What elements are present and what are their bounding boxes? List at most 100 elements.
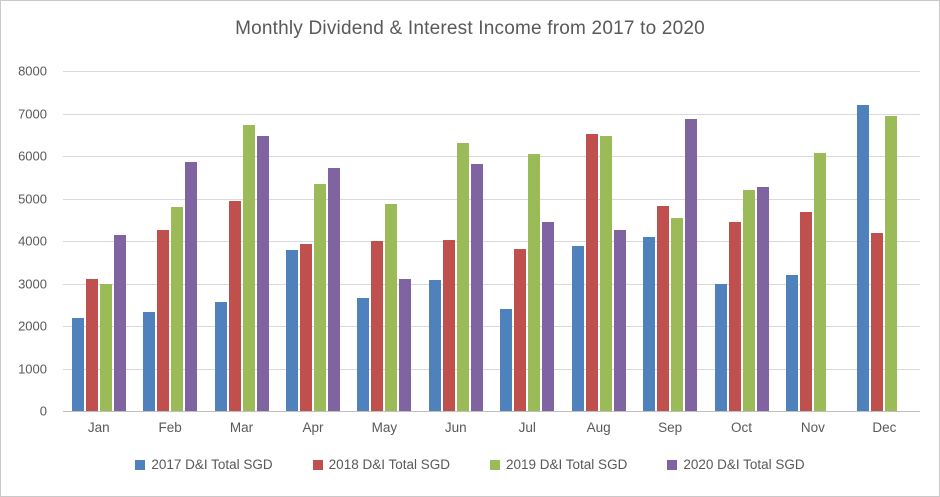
bar-2019-sep <box>671 218 684 411</box>
bar-2017-may <box>357 297 370 411</box>
legend-item-2018: 2018 D&I Total SGD <box>312 457 450 472</box>
bar-2017-feb <box>143 312 156 411</box>
bar-2018-jan <box>85 279 98 411</box>
bar-2019-apr <box>313 184 326 411</box>
legend-marker-2017 <box>135 459 146 470</box>
bar-2019-oct <box>742 190 755 411</box>
bar-2018-oct <box>728 222 741 411</box>
y-tick-label-6000: 6000 <box>18 148 47 164</box>
bar-group-apr <box>277 71 348 411</box>
bar-2020-jun <box>470 164 483 411</box>
chart-title: Monthly Dividend & Interest Income from … <box>235 18 705 39</box>
gridline-2000 <box>63 326 920 327</box>
legend-label: 2018 D&I Total SGD <box>328 457 450 472</box>
bar-group-jan <box>63 71 134 411</box>
bar-2018-nov <box>799 211 812 411</box>
y-tick-label-4000: 4000 <box>18 233 47 249</box>
legend-label: 2019 D&I Total SGD <box>506 457 628 472</box>
y-tick-label-0: 0 <box>39 403 47 419</box>
gridline-6000 <box>63 156 920 157</box>
gridline-8000 <box>63 71 920 72</box>
y-tick-label-7000: 7000 <box>18 106 47 121</box>
x-tick-label-apr: Apr <box>302 420 324 435</box>
bar-groups <box>63 71 920 411</box>
bar-group-aug <box>563 71 634 411</box>
bar-2020-may <box>399 279 412 411</box>
bar-2020-feb <box>185 162 198 411</box>
legend-marker-2019 <box>490 459 500 470</box>
gridline-4000 <box>63 241 920 242</box>
bar-2019-feb <box>171 207 184 411</box>
bar-2017-jan <box>71 317 84 411</box>
x-tick-label-jan: Jan <box>87 420 110 435</box>
bar-2018-feb <box>157 230 170 411</box>
bar-2020-mar <box>256 136 269 411</box>
bar-2017-mar <box>214 302 227 411</box>
x-tick-label-jun: Jun <box>444 420 467 435</box>
bar-2017-jul <box>500 309 513 411</box>
y-tick-label-3000: 3000 <box>18 276 47 291</box>
y-tick-label-8000: 8000 <box>18 63 47 79</box>
y-tick-label-2000: 2000 <box>18 318 47 334</box>
legend-label: 2017 D&I Total SGD <box>151 457 273 472</box>
legend-marker-2020 <box>667 459 678 470</box>
x-axis: Jan Feb Mar Apr May Jun Jul Aug Sep Oct Nov Dec <box>63 420 920 435</box>
legend-item-2017: 2017 D&I Total SGD <box>135 457 273 472</box>
bar-2017-aug <box>571 246 584 411</box>
bar-group-mar <box>206 71 277 411</box>
gridline-5000 <box>63 198 920 200</box>
bar-2019-nov <box>813 152 826 411</box>
x-tick-label-aug: Aug <box>586 420 611 435</box>
x-tick-label-sep: Sep <box>658 420 683 435</box>
bar-2019-jun <box>456 143 469 411</box>
bar-2017-jun <box>428 279 441 411</box>
bar-2018-apr <box>299 243 312 411</box>
bar-2019-jul <box>528 154 541 411</box>
bar-2019-aug <box>599 136 612 411</box>
bar-2020-jul <box>542 222 555 411</box>
x-tick-label-mar: Mar <box>229 420 254 435</box>
bar-group-feb <box>134 71 205 411</box>
x-tick-label-feb: Feb <box>158 420 182 435</box>
x-tick-label-may: May <box>371 420 398 435</box>
bar-group-nov <box>777 71 848 411</box>
bar-group-jun <box>420 71 491 411</box>
bar-2020-sep <box>685 118 698 411</box>
bar-2019-dec <box>885 115 898 411</box>
bar-2019-jan <box>99 283 112 411</box>
legend-item-2019: 2019 D&I Total SGD <box>490 457 627 472</box>
bar-2019-may <box>385 204 398 411</box>
bar-2017-sep <box>643 237 656 411</box>
plot-area <box>63 71 920 412</box>
bar-2017-nov <box>785 275 798 411</box>
bar-2018-may <box>371 241 384 411</box>
legend-label: 2020 D&I Total SGD <box>683 457 805 472</box>
bar-group-oct <box>706 71 777 411</box>
x-tick-label-nov: Nov <box>800 420 825 435</box>
gridline-7000 <box>63 113 920 115</box>
bar-2018-sep <box>657 205 670 411</box>
bar-2020-aug <box>613 230 626 411</box>
bar-group-may <box>349 71 420 411</box>
bar-2020-jan <box>113 234 126 411</box>
y-tick-label-5000: 5000 <box>18 191 47 206</box>
legend: 2017 D&I Total SGD 2018 D&I Total SGD 2019… <box>1 457 939 472</box>
bar-2018-aug <box>585 134 598 411</box>
bar-2020-oct <box>756 187 769 411</box>
bar-2020-apr <box>327 168 340 411</box>
x-tick-label-oct: Oct <box>731 420 753 435</box>
bar-group-dec <box>849 71 920 411</box>
bar-2018-jun <box>442 240 455 411</box>
bar-2017-apr <box>285 249 298 411</box>
bar-2018-jul <box>514 248 527 411</box>
bar-group-jul <box>492 71 563 411</box>
bar-2017-dec <box>857 105 870 411</box>
bar-2018-dec <box>871 233 884 411</box>
bar-group-sep <box>634 71 705 411</box>
gridline-3000 <box>63 283 920 285</box>
x-tick-label-dec: Dec <box>872 420 897 435</box>
bar-2018-mar <box>228 200 241 411</box>
legend-item-2020: 2020 D&I Total SGD <box>667 457 805 472</box>
legend-marker-2018 <box>312 459 323 470</box>
